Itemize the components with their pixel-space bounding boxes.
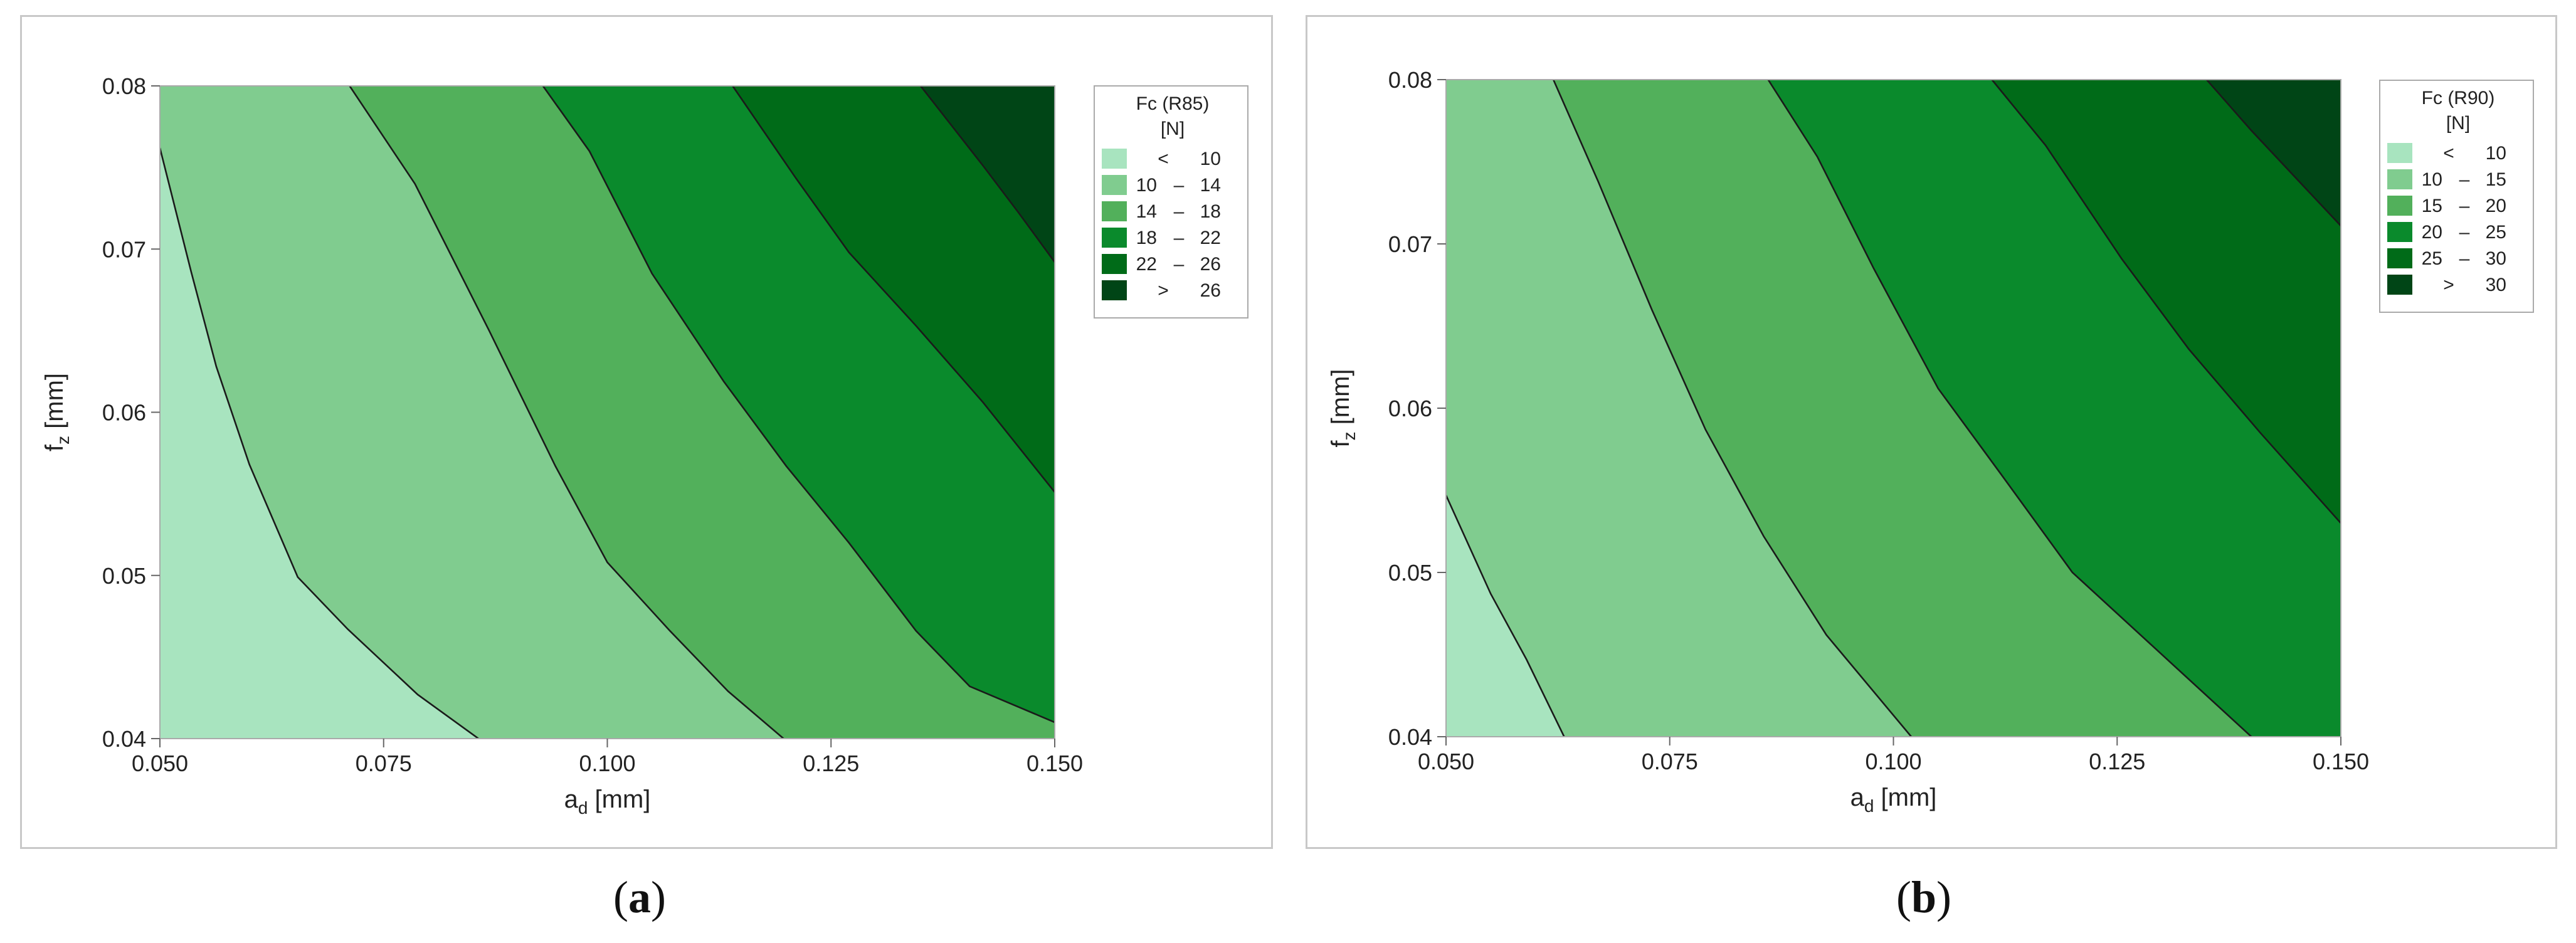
contour-line bbox=[1553, 80, 1912, 737]
legend-title: Fc (R85) bbox=[1136, 93, 1210, 114]
caption-b: (b) bbox=[1896, 872, 1951, 922]
x-axis-label: ad [mm] bbox=[1850, 784, 1937, 816]
x-axis-label: ad [mm] bbox=[564, 786, 651, 818]
contour-line bbox=[160, 147, 479, 739]
legend-low: 18 bbox=[1136, 228, 1157, 248]
y-axis-label: fz [mm] bbox=[1327, 369, 1359, 447]
legend-low: 10 bbox=[2422, 169, 2442, 190]
x-tick-label: 0.050 bbox=[132, 751, 188, 776]
legend-swatch bbox=[2387, 196, 2412, 216]
legend-low: 22 bbox=[1136, 254, 1157, 275]
contour-regions bbox=[160, 86, 1055, 739]
legend-dash: – bbox=[2459, 222, 2470, 243]
legend-high: 10 bbox=[1200, 149, 1221, 169]
contour-band bbox=[921, 86, 1055, 263]
legend-high: 20 bbox=[2486, 196, 2506, 216]
legend-low: 10 bbox=[1136, 175, 1157, 196]
chart-panel-b: 0.050 0.075 0.100 0.125 0.150 0.04 0.05 0.06 0.0… bbox=[1327, 67, 2534, 816]
legend-dash: – bbox=[2459, 248, 2470, 269]
y-tick-label: 0.08 bbox=[1388, 67, 1432, 93]
legend-operator: < bbox=[1158, 149, 1169, 169]
legend-high: 30 bbox=[2486, 248, 2506, 269]
legend-high: 18 bbox=[1200, 201, 1221, 222]
legend-dash: – bbox=[1174, 254, 1185, 275]
x-tick-label: 0.100 bbox=[579, 751, 635, 776]
contour-line bbox=[542, 86, 1055, 724]
legend-low: 15 bbox=[2422, 196, 2442, 216]
y-tick-label: 0.05 bbox=[1388, 560, 1432, 586]
x-tick-label: 0.100 bbox=[1865, 749, 1921, 774]
legend-title: Fc (R90) bbox=[2422, 88, 2495, 108]
x-tick-label: 0.050 bbox=[1418, 749, 1474, 774]
legend-dash: – bbox=[1174, 201, 1185, 222]
y-tick-label: 0.05 bbox=[102, 563, 146, 589]
legend-unit: [N] bbox=[2446, 113, 2470, 134]
legend-high: 26 bbox=[1200, 254, 1221, 275]
legend-swatch bbox=[2387, 222, 2412, 242]
legend-operator: > bbox=[2443, 275, 2454, 295]
y-tick-label: 0.07 bbox=[1388, 231, 1432, 257]
legend-swatch bbox=[1102, 201, 1127, 221]
contour-line bbox=[919, 86, 1055, 263]
y-tick-label: 0.04 bbox=[102, 726, 146, 752]
contour-line bbox=[1767, 80, 2252, 737]
y-tick-label: 0.06 bbox=[1388, 396, 1432, 421]
legend-swatch bbox=[2387, 275, 2412, 295]
contour-band bbox=[732, 86, 1055, 492]
contour-line bbox=[2205, 80, 2341, 227]
contour-band bbox=[1992, 80, 2341, 524]
legend-unit: [N] bbox=[1161, 119, 1185, 139]
contour-regions bbox=[1446, 80, 2341, 737]
legend-high: 25 bbox=[2486, 222, 2506, 243]
contour-line bbox=[1991, 80, 2341, 524]
legend-swatch bbox=[2387, 248, 2412, 268]
contour-line bbox=[349, 86, 784, 739]
legend-low: 14 bbox=[1136, 201, 1157, 222]
legend-high: 30 bbox=[2486, 275, 2506, 295]
legend-swatch bbox=[1102, 149, 1127, 169]
legend-high: 10 bbox=[2486, 143, 2506, 164]
legend-swatch bbox=[1102, 280, 1127, 300]
contour-line bbox=[732, 86, 1055, 493]
caption-a: (a) bbox=[613, 872, 666, 922]
legend-high: 14 bbox=[1200, 175, 1221, 196]
chart-panel-a: 0.050 0.075 0.100 0.125 0.150 0.04 0.05 0.06 0.0… bbox=[41, 73, 1248, 818]
x-tick-label: 0.125 bbox=[2089, 749, 2145, 774]
legend-dash: – bbox=[1174, 175, 1185, 196]
y-tick-label: 0.04 bbox=[1388, 724, 1432, 750]
legend-dash: – bbox=[2459, 196, 2470, 216]
x-tick-label: 0.075 bbox=[1642, 749, 1698, 774]
x-tick-label: 0.150 bbox=[1027, 751, 1083, 776]
legend-dash: – bbox=[1174, 228, 1185, 248]
legend-swatch bbox=[2387, 169, 2412, 189]
x-tick-label: 0.125 bbox=[803, 751, 859, 776]
legend-operator: < bbox=[2443, 143, 2454, 164]
legend-low: 25 bbox=[2422, 248, 2442, 269]
legend-high: 22 bbox=[1200, 228, 1221, 248]
y-axis-label: fz [mm] bbox=[41, 373, 73, 451]
legend-high: 15 bbox=[2486, 169, 2506, 190]
legend-operator: > bbox=[1158, 280, 1169, 301]
legend-swatch bbox=[1102, 228, 1127, 248]
legend-high: 26 bbox=[1200, 280, 1221, 301]
legend-low: 20 bbox=[2422, 222, 2442, 243]
y-tick-label: 0.08 bbox=[102, 73, 146, 99]
legend-swatch bbox=[1102, 175, 1127, 195]
legend-dash: – bbox=[2459, 169, 2470, 190]
x-tick-label: 0.075 bbox=[356, 751, 412, 776]
contour-line bbox=[1446, 495, 1565, 737]
y-tick-label: 0.06 bbox=[102, 400, 146, 426]
legend-swatch bbox=[2387, 143, 2412, 163]
legend-swatch bbox=[1102, 254, 1127, 274]
x-tick-label: 0.150 bbox=[2313, 749, 2369, 774]
y-tick-label: 0.07 bbox=[102, 236, 146, 262]
